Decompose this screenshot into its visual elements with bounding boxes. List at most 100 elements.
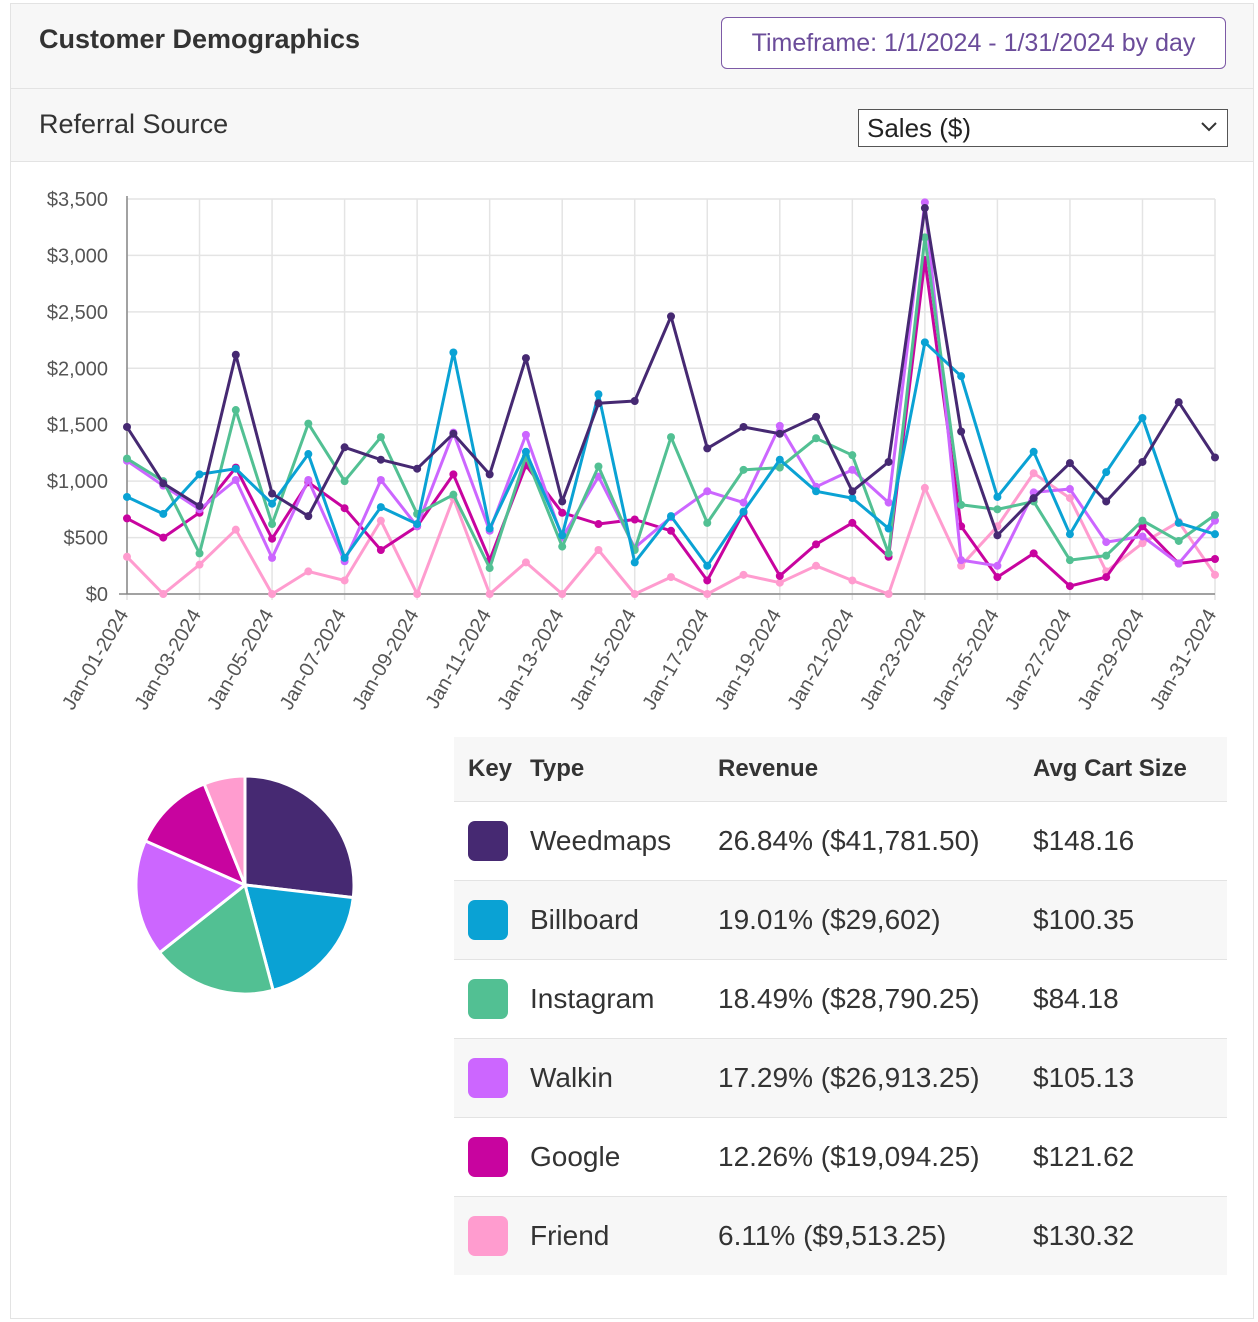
- header-key: Key: [468, 755, 513, 782]
- data-point-instagram: [340, 477, 349, 486]
- data-point-friend: [268, 590, 277, 598]
- y-tick-label: $3,000: [47, 245, 108, 267]
- row-type: Weedmaps: [530, 825, 672, 856]
- data-point-billboard: [1138, 413, 1147, 422]
- data-point-instagram: [775, 463, 784, 472]
- row-type: Friend: [530, 1220, 610, 1251]
- row-avg-cart: $130.32: [1033, 1220, 1135, 1251]
- data-point-walkin: [884, 498, 893, 507]
- table-header: Key Type Revenue Avg Cart Size: [454, 737, 1227, 802]
- data-point-google: [1029, 549, 1038, 558]
- section-title: Referral Source: [39, 109, 229, 139]
- page-title: Customer Demographics: [39, 24, 361, 54]
- data-point-friend: [123, 552, 131, 561]
- y-tick-label: $500: [64, 528, 109, 550]
- data-point-walkin: [376, 476, 385, 485]
- header-avg-cart: Avg Cart Size: [1033, 755, 1187, 782]
- data-point-friend: [1138, 539, 1147, 548]
- row-avg-cart: $105.13: [1033, 1062, 1135, 1093]
- data-point-google: [630, 515, 639, 524]
- data-point-instagram: [667, 433, 675, 442]
- data-point-friend: [159, 590, 168, 598]
- table-row: Billboard 19.01% ($29,602) $100.35: [454, 881, 1227, 960]
- row-type: Google: [530, 1141, 621, 1172]
- data-point-walkin: [1211, 516, 1219, 525]
- key-swatch: [468, 1216, 508, 1256]
- data-point-weedmaps: [594, 399, 603, 408]
- data-point-weedmaps: [485, 470, 494, 479]
- data-point-google: [340, 504, 349, 513]
- data-point-friend: [558, 590, 567, 598]
- data-point-weedmaps: [159, 479, 168, 488]
- data-point-friend: [703, 590, 712, 598]
- data-point-instagram: [231, 406, 240, 415]
- data-point-billboard: [268, 499, 277, 508]
- table-row: Walkin 17.29% ($26,913.25) $105.13: [454, 1039, 1227, 1118]
- data-point-billboard: [521, 447, 530, 456]
- data-point-google: [703, 576, 712, 585]
- data-point-weedmaps: [1174, 398, 1183, 407]
- data-point-billboard: [376, 503, 385, 512]
- data-point-billboard: [449, 348, 458, 357]
- data-point-google: [993, 573, 1002, 582]
- data-point-walkin: [1174, 559, 1183, 568]
- referral-pie-chart: [134, 774, 356, 996]
- data-point-weedmaps: [1029, 494, 1038, 503]
- data-point-weedmaps: [268, 489, 277, 498]
- data-point-friend: [195, 560, 204, 569]
- data-point-billboard: [1102, 468, 1111, 477]
- x-tick-label: Jan-19-2024: [711, 606, 786, 714]
- section-header: Referral Source Sales ($): [11, 89, 1253, 162]
- data-point-weedmaps: [739, 422, 748, 431]
- data-point-walkin: [848, 465, 857, 474]
- data-point-walkin: [993, 561, 1002, 570]
- timeframe-button[interactable]: Timeframe: 1/1/2024 - 1/31/2024 by day: [721, 17, 1226, 69]
- data-point-instagram: [920, 233, 929, 242]
- data-point-billboard: [231, 464, 240, 473]
- data-point-google: [667, 526, 675, 535]
- data-point-google: [812, 540, 821, 549]
- data-point-friend: [521, 558, 530, 567]
- data-point-instagram: [884, 549, 893, 558]
- data-point-walkin: [739, 498, 748, 507]
- pie-slice-walkin: [134, 838, 248, 955]
- data-point-friend: [920, 483, 929, 492]
- data-point-billboard: [304, 450, 313, 459]
- table-row: Instagram 18.49% ($28,790.25) $84.18: [454, 960, 1227, 1039]
- row-avg-cart: $121.62: [1033, 1141, 1135, 1172]
- y-tick-label: $2,500: [47, 302, 108, 324]
- data-point-instagram: [558, 542, 567, 551]
- row-type: Instagram: [530, 983, 655, 1014]
- data-point-walkin: [304, 476, 313, 485]
- metric-select[interactable]: Sales ($): [858, 109, 1228, 147]
- key-swatch: [468, 821, 508, 861]
- data-point-weedmaps: [376, 455, 385, 464]
- row-avg-cart: $100.35: [1033, 904, 1135, 935]
- row-revenue: 6.11% ($9,513.25): [718, 1220, 947, 1251]
- referral-table: Key Type Revenue Avg Cart Size Weedmaps …: [454, 737, 1227, 1275]
- pie-slice-google: [143, 781, 248, 888]
- data-point-billboard: [159, 509, 168, 518]
- header-type: Type: [530, 755, 585, 782]
- data-point-walkin: [268, 553, 277, 562]
- row-revenue: 12.26% ($19,094.25): [718, 1141, 980, 1172]
- data-point-google: [848, 518, 857, 527]
- pie-slice-friend: [202, 774, 247, 886]
- data-point-billboard: [630, 558, 639, 567]
- data-point-friend: [340, 576, 349, 585]
- data-point-instagram: [123, 454, 131, 463]
- data-point-google: [1065, 582, 1074, 591]
- table-row: Weedmaps 26.84% ($41,781.50) $148.16: [454, 802, 1227, 881]
- row-avg-cart: $148.16: [1033, 825, 1135, 856]
- row-revenue: 18.49% ($28,790.25): [718, 983, 980, 1014]
- x-tick-label: Jan-21-2024: [783, 606, 858, 714]
- data-point-friend: [957, 561, 966, 570]
- data-point-google: [1211, 555, 1219, 564]
- data-point-instagram: [703, 518, 712, 527]
- data-point-instagram: [1174, 536, 1183, 545]
- data-point-billboard: [848, 494, 857, 503]
- data-point-weedmaps: [775, 429, 784, 438]
- data-point-walkin: [920, 198, 929, 207]
- data-point-weedmaps: [667, 312, 675, 321]
- x-tick-label: Jan-09-2024: [348, 606, 423, 714]
